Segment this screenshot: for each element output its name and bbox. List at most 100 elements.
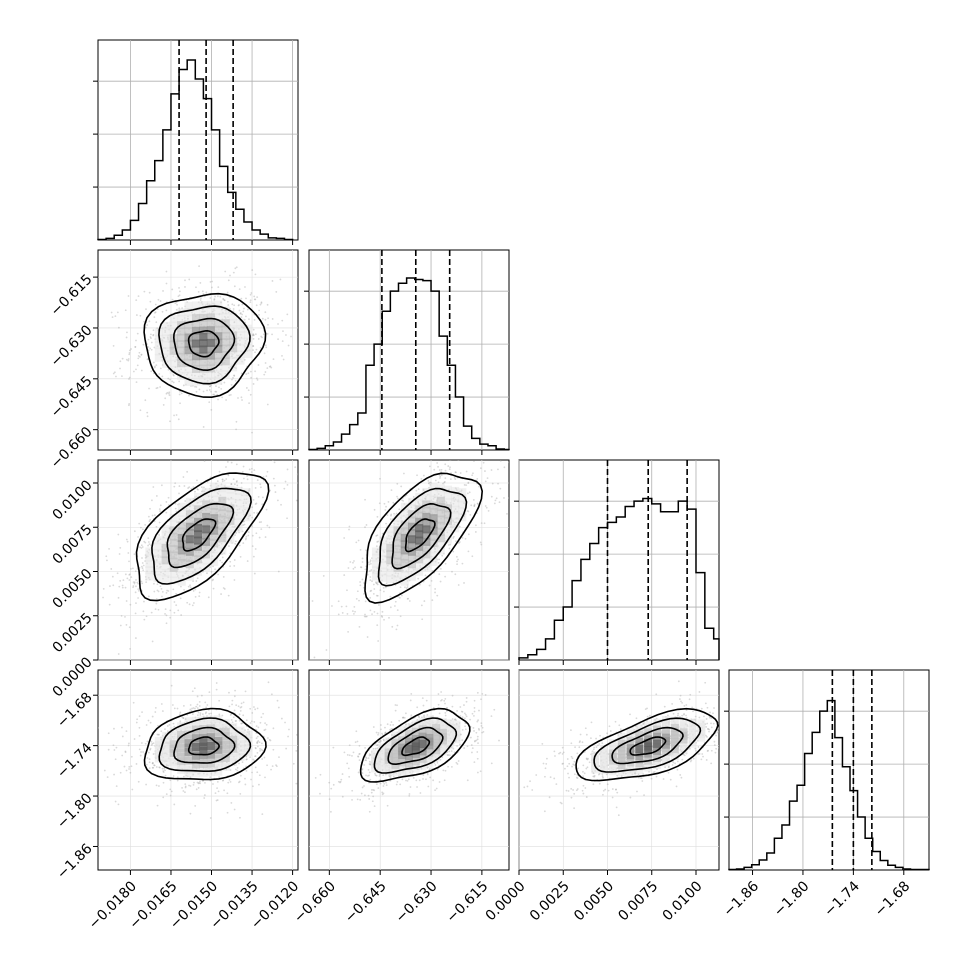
sample-point xyxy=(252,328,255,331)
sample-point xyxy=(135,381,138,384)
density-cell xyxy=(429,482,438,491)
sample-point xyxy=(195,705,198,708)
sample-point xyxy=(381,734,384,736)
sample-point xyxy=(223,479,226,482)
density-cell xyxy=(221,306,230,315)
sample-point xyxy=(377,604,380,606)
sample-point xyxy=(273,461,276,464)
density-cell xyxy=(169,757,178,766)
sample-point xyxy=(359,584,362,587)
density-cell xyxy=(221,325,230,334)
sample-point xyxy=(112,584,115,587)
scatter-points xyxy=(309,431,519,659)
density-cell xyxy=(177,726,186,735)
sample-point xyxy=(146,757,149,759)
sample-point xyxy=(253,721,256,723)
sample-point xyxy=(241,313,244,316)
sample-point xyxy=(378,502,381,505)
sample-point xyxy=(238,304,240,306)
sample-point xyxy=(256,742,259,745)
sample-point xyxy=(469,736,472,739)
sample-point xyxy=(383,782,386,785)
sample-point xyxy=(139,546,141,549)
sample-point xyxy=(399,783,402,786)
sample-point xyxy=(154,303,157,306)
sample-point xyxy=(484,480,487,483)
sample-point xyxy=(369,579,372,582)
sample-point xyxy=(354,610,356,613)
sample-point xyxy=(191,604,194,607)
sample-point xyxy=(498,739,500,742)
sample-point xyxy=(437,703,440,706)
density-cell xyxy=(199,332,208,341)
sample-point xyxy=(245,387,248,389)
density-cell xyxy=(214,325,223,334)
sample-point xyxy=(145,763,148,766)
sample-point xyxy=(423,600,426,602)
sample-point xyxy=(253,451,255,453)
sample-point xyxy=(376,583,379,586)
sample-point xyxy=(115,375,117,378)
sample-point xyxy=(517,431,519,433)
sample-point xyxy=(175,510,178,513)
sample-point xyxy=(439,477,441,479)
sample-point xyxy=(464,728,467,731)
density-cell xyxy=(185,535,194,544)
density-cell xyxy=(184,358,193,367)
sample-point xyxy=(125,730,128,733)
density-cell xyxy=(153,536,162,545)
sample-point xyxy=(239,555,242,558)
sample-point xyxy=(370,589,373,592)
sample-point xyxy=(233,374,235,377)
sample-point xyxy=(124,586,127,589)
sample-point xyxy=(182,476,185,478)
sample-point xyxy=(436,594,439,597)
sample-point xyxy=(164,728,166,731)
sample-point xyxy=(218,699,221,702)
sample-point xyxy=(158,508,161,511)
density-cell xyxy=(169,538,178,547)
sample-point xyxy=(461,562,464,565)
sample-point xyxy=(138,726,141,729)
sample-point xyxy=(389,724,392,726)
sample-point xyxy=(341,773,344,775)
sample-point xyxy=(266,470,269,473)
sample-point xyxy=(216,480,219,483)
sample-point xyxy=(431,599,434,602)
sample-point xyxy=(123,765,126,768)
sample-point xyxy=(211,280,214,283)
sample-point xyxy=(376,582,378,585)
sample-point xyxy=(264,722,266,725)
sample-point xyxy=(202,570,204,573)
sample-point xyxy=(188,278,191,281)
sample-point xyxy=(448,547,451,550)
density-cell xyxy=(229,753,238,762)
sample-point xyxy=(161,595,163,598)
density-cell xyxy=(177,577,186,586)
density-cell xyxy=(199,729,208,738)
sample-point xyxy=(209,385,211,388)
sample-point xyxy=(234,689,237,692)
sample-point xyxy=(503,497,505,499)
sample-point xyxy=(83,774,85,776)
sample-point xyxy=(426,713,429,716)
sample-point xyxy=(135,339,137,342)
sample-point xyxy=(147,719,150,722)
sample-point xyxy=(339,780,342,783)
density-cell xyxy=(244,330,252,339)
sample-point xyxy=(438,469,441,471)
sample-point xyxy=(355,541,358,544)
sample-point xyxy=(253,298,256,301)
sample-point xyxy=(121,586,124,589)
sample-point xyxy=(207,596,210,599)
sample-point xyxy=(424,574,427,577)
sample-point xyxy=(147,595,150,598)
sample-point xyxy=(420,477,423,480)
sample-point xyxy=(220,388,223,390)
sample-point xyxy=(160,730,163,733)
sample-point xyxy=(476,502,479,505)
sample-point xyxy=(363,593,365,595)
histogram-step-line xyxy=(728,699,930,871)
sample-point xyxy=(236,484,239,487)
sample-point xyxy=(256,512,259,514)
